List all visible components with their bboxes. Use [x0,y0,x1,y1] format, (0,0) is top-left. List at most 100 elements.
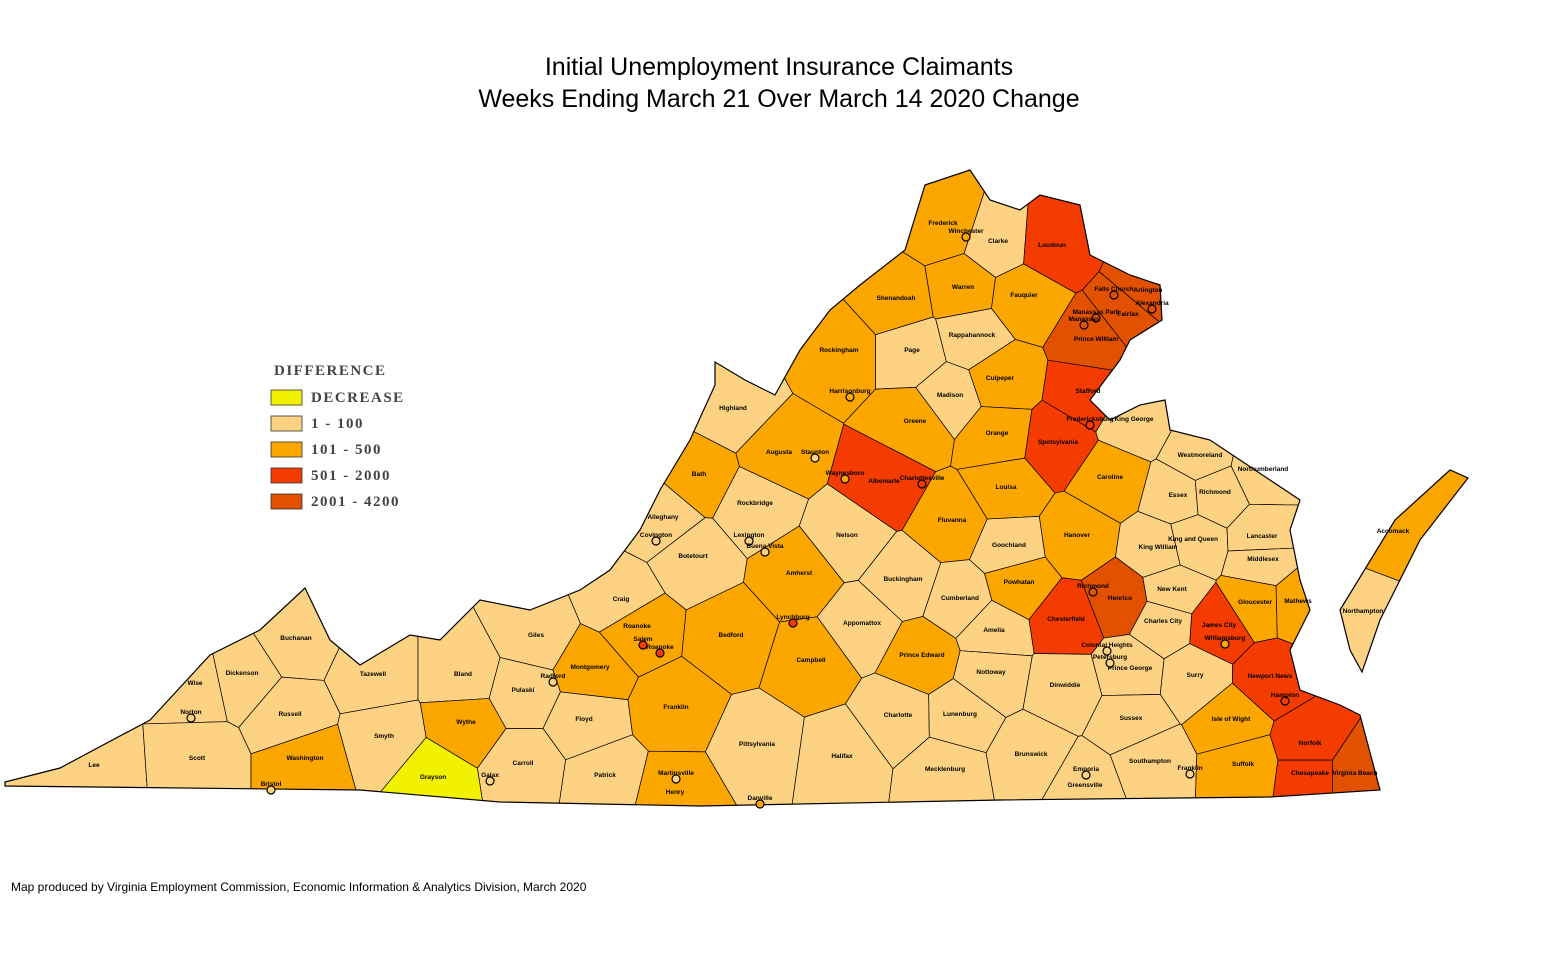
legend-swatch [270,467,303,484]
city-label: Harrisonburg [829,388,870,395]
county [250,723,363,806]
county-label: Henrico [1108,595,1132,602]
county-label: Lunenburg [943,711,977,718]
county-label: James City [1202,622,1237,629]
county-label: Scott [189,755,206,762]
legend-swatch [270,389,303,406]
city [1079,320,1089,330]
county-label: Cumberland [941,595,979,602]
county-label: Patrick [594,772,616,779]
county-label: Frederick [928,220,958,227]
county-label: Appomattox [843,620,881,627]
county-label: King William [1139,544,1178,551]
county-label: Middlesex [1247,556,1279,563]
county-label: Pittsylvania [739,741,776,748]
city [671,774,681,784]
county-label: Franklin [663,704,688,711]
county [455,308,740,519]
county-label: Pulaski [512,687,535,694]
legend-title: DIFFERENCE [274,363,387,379]
county-label: Sussex [1120,715,1143,722]
county-label: Roanoke [623,623,651,630]
city [961,232,971,242]
footer: Map produced by Virginia Employment Comm… [11,880,587,894]
county [412,376,581,671]
county-label: Wise [187,680,202,687]
city [917,479,927,489]
city-label: Martinsville [658,770,694,777]
county-label: Warren [952,284,974,291]
county [1326,170,1468,638]
legend: DIFFERENCE DECREASE 1 - 100 101 - 500 501 -… [270,363,405,510]
county-label: Washington [287,755,324,762]
city-label: Lexington [733,532,764,539]
county-label: Norfolk [1299,740,1322,747]
city-label: Hampton [1271,692,1299,699]
county-label: Virginia Beach [1332,770,1377,777]
county-label: Amherst [786,570,813,577]
county-label: Grayson [420,774,446,781]
county-label: Prince George [1108,665,1153,672]
city-label: Buena Vista [746,543,783,550]
county-label: Dickenson [226,670,259,677]
county-label: Mecklenburg [925,766,965,773]
county-label: Westmoreland [1178,452,1223,459]
county-label: Lancaster [1247,533,1278,540]
county-label: Loudoun [1038,242,1066,249]
county-label: Craig [613,596,630,603]
city [266,785,276,795]
city [548,677,558,687]
city-label: Roanoke [646,644,674,651]
city-label: Falls Church [1094,286,1133,293]
county-label: Alleghany [647,514,678,521]
county-label: Louisa [996,484,1017,491]
county [323,486,419,715]
city-label: Waynesboro [826,470,865,477]
county-label: Orange [986,430,1009,437]
city [186,713,196,723]
county-label: Essex [1169,492,1188,499]
city [1185,769,1195,779]
county-label: Montgomery [571,664,610,671]
county-label: Chesterfield [1047,616,1085,623]
county [738,170,999,267]
county-label: Tazewell [360,671,386,678]
city-label: Manassas [1068,316,1099,323]
city-label: Danville [748,795,773,802]
county-label: Rockbridge [737,500,773,507]
county-label: Spotsylvania [1038,439,1078,446]
county-label: Buckingham [883,576,922,583]
city-label: Williamsburg [1205,635,1246,642]
county-label: Surry [1187,672,1204,679]
county-label: Carroll [513,760,534,767]
legend-label: DECREASE [311,390,405,406]
county-label: King and Queen [1168,536,1218,543]
county-label: Bath [692,471,706,478]
city-label: Lynchburg [776,614,809,621]
county [706,170,934,336]
legend-swatch [270,441,303,458]
county-label: Lee [88,762,100,769]
county-label: Madison [937,392,963,399]
city-label: Galax [481,772,499,779]
legend-label: 101 - 500 [311,442,382,458]
county [1230,213,1466,506]
county [142,721,252,806]
county [1155,347,1258,481]
state-outline [4,169,1469,807]
title-line: Initial Unemployment Insurance Claimants [545,53,1013,81]
county-label: Rockingham [819,347,858,354]
city-label: Fredericksburg [1066,416,1113,423]
city-label: Petersburg [1093,654,1127,661]
legend-label: 2001 - 4200 [311,494,400,510]
county-label: Mathews [1284,598,1312,605]
city [1147,304,1157,314]
city-label: Colonial Heights [1081,642,1133,649]
county-label: Charles City [1144,618,1182,625]
city [1085,420,1095,430]
county-label: Greene [904,418,927,425]
city-label: Winchester [949,228,984,235]
county [1193,734,1279,806]
county-label: King George [1114,416,1153,423]
